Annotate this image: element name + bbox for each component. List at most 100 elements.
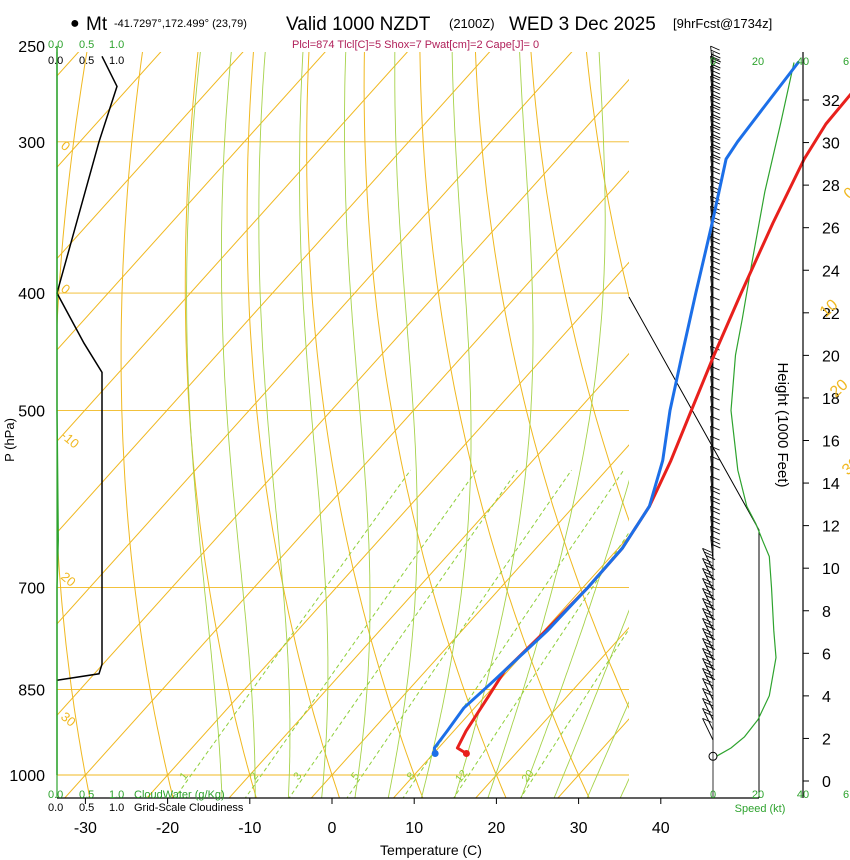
wind-barb-staff: [710, 306, 714, 331]
wind-barb-feather: [711, 543, 721, 549]
isotherm-line: [146, 261, 629, 798]
wind-barb-feather: [705, 585, 716, 591]
wind-barb-feather: [702, 577, 712, 583]
x-tick-label: 20: [488, 820, 506, 837]
moist-adiabat-line: [299, 52, 329, 798]
wind-barb: [702, 567, 716, 591]
speed-tick-top-0: 0: [710, 56, 716, 68]
wind-barb-feather: [710, 405, 720, 411]
wind-barb-feather: [704, 561, 714, 567]
wind-barb-feather: [702, 557, 712, 563]
wind-barb-feather: [710, 119, 721, 125]
wind-barb: [702, 597, 716, 621]
wind-barb: [702, 637, 716, 661]
wind-barb: [710, 325, 720, 351]
height-tick-label: 28: [822, 178, 840, 195]
y-axis-title: P (hPa): [2, 418, 17, 462]
top-cloudwater-tick-1: 0.5: [79, 39, 94, 51]
wind-barb: [710, 525, 721, 551]
wind-barb-staff: [710, 456, 714, 481]
wind-barb: [702, 707, 714, 731]
cloudwater-tick-2: 1.0: [109, 789, 124, 801]
wind-barb-feather: [710, 425, 720, 431]
wind-barb-feather: [710, 499, 721, 505]
isotherm-line: [57, 52, 491, 534]
height-tick-label: 10: [822, 561, 840, 578]
cloudiness-tick-0: 0.0: [48, 802, 63, 814]
wind-barb-feather: [711, 57, 721, 63]
height-tick-label: 22: [822, 306, 840, 323]
wind-barb-feather: [710, 315, 720, 321]
cloudwater-label: CloudWater (g/Kg): [134, 789, 225, 801]
wind-barb-feather: [702, 547, 712, 553]
wind-barb-feather: [710, 265, 720, 271]
moist-adiabats: [186, 52, 629, 798]
wind-barb-feather: [710, 305, 720, 311]
top-cloudwater-tick-2: 1.0: [109, 39, 124, 51]
isotherm-line: [57, 52, 162, 168]
wind-barb-feather: [710, 435, 720, 441]
wind-barb-feather: [702, 697, 712, 703]
wind-barb: [710, 405, 720, 431]
wind-barb-feather: [710, 145, 720, 151]
wind-barb: [702, 647, 716, 671]
height-tick-label: 32: [822, 93, 840, 110]
wind-barb-feather: [710, 385, 720, 391]
top-cloudiness-tick-0: 0.0: [48, 55, 63, 67]
wind-barb-feather: [711, 93, 721, 99]
wind-barb: [710, 245, 721, 271]
cloudwater-tick-0: 0.0: [48, 789, 63, 801]
x-axis-title: Temperature (C): [380, 842, 482, 858]
wind-barb-feather: [710, 245, 720, 251]
wind-barb: [710, 465, 720, 491]
wind-barb-feather: [704, 641, 714, 647]
wind-barb: [702, 667, 716, 691]
wind-barb: [710, 105, 721, 131]
wind-barb-feather: [702, 647, 712, 653]
wind-barb-feather: [702, 707, 712, 713]
pressure-tick-label: 700: [18, 580, 45, 597]
wind-barb: [710, 265, 721, 291]
wind-barb-feather: [710, 229, 721, 235]
cloudiness-tick-1: 0.5: [79, 802, 94, 814]
wind-barb-feather: [704, 671, 714, 677]
speed-tick-bottom-1: 20: [752, 789, 764, 801]
pressure-tick-label: 300: [18, 135, 45, 152]
x-tick-label: 0: [328, 820, 337, 837]
wind-barb: [702, 657, 716, 681]
wind-barb-feather: [705, 575, 716, 581]
moist-adiabat-line: [487, 52, 606, 798]
wind-barb: [710, 295, 720, 321]
cloudiness-tick-2: 1.0: [109, 802, 124, 814]
dry-adiabat-line: [363, 52, 507, 798]
wind-barb: [710, 135, 721, 161]
wind-barb-feather: [710, 49, 721, 55]
wind-barb-feather: [704, 591, 714, 597]
moist-adiabat-line: [553, 609, 629, 798]
cloudwater-tick-1: 0.5: [79, 789, 94, 801]
wind-barb-feather: [710, 95, 720, 101]
wind-barb-feather: [704, 681, 714, 687]
wind-barb-feather: [710, 455, 720, 461]
wind-barb: [710, 175, 721, 201]
height-tick-label: 26: [822, 221, 840, 238]
wind-barb: [710, 165, 721, 191]
wind-barb-feather: [705, 665, 716, 671]
wind-panel: [628, 45, 795, 798]
wind-barb: [710, 435, 720, 461]
moist-adiabat-line: [220, 52, 256, 798]
cloudiness-label: Grid-Scale Cloudiness: [134, 802, 244, 814]
wind-barb-feather: [702, 587, 712, 593]
mixing-ratio-label: 20: [520, 768, 537, 785]
wind-barb-feather: [710, 59, 721, 65]
wind-barb-staff: [710, 446, 714, 471]
dry-adiabat-line: [474, 52, 629, 710]
wind-barb-feather: [710, 239, 721, 245]
wind-barb-feather: [710, 249, 721, 255]
wind-barb: [710, 85, 721, 111]
isotherm-line: [57, 52, 326, 351]
wind-barb: [710, 365, 720, 391]
mixing-ratio-line: [174, 469, 412, 798]
wind-barb: [702, 557, 716, 581]
